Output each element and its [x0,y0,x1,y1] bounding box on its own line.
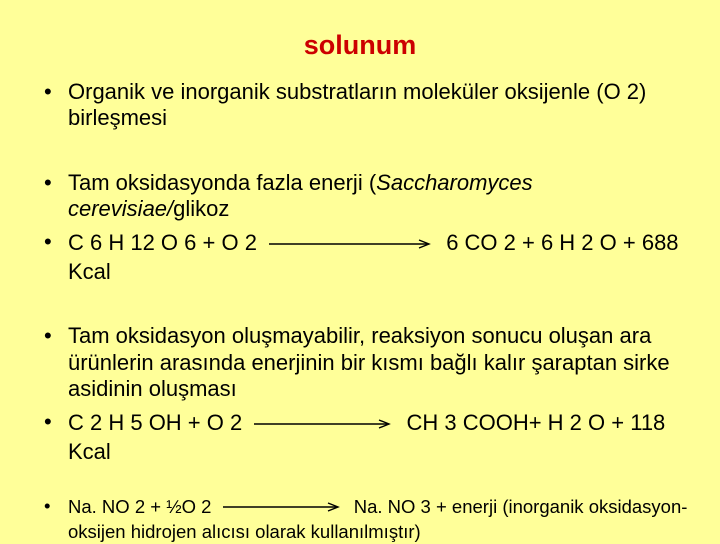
eq2-left: C 2 H 5 OH + O 2 [68,410,242,435]
bullet-6: Na. NO 2 + ½O 2 Na. NO 3 + enerji (inorg… [30,495,690,543]
page-title: solunum [30,30,690,61]
arrow-icon [254,409,394,435]
bullet-4-text: Tam oksidasyon oluşmayabilir, reaksiyon … [68,323,670,401]
eq1-left: C 6 H 12 O 6 + O 2 [68,230,257,255]
bullet-3: C 6 H 12 O 6 + O 2 6 CO 2 + 6 H 2 O + 68… [30,229,690,286]
bullet-4: Tam oksidasyon oluşmayabilir, reaksiyon … [30,323,690,402]
bullet-1: Organik ve inorganik substratların molek… [30,79,690,132]
arrow-icon [223,495,343,517]
bullet-5: C 2 H 5 OH + O 2 CH 3 COOH+ H 2 O + 118 … [30,409,690,466]
eq3-left: Na. NO 2 + ½O 2 [68,496,211,517]
bullet-list: Organik ve inorganik substratların molek… [30,79,690,544]
bullet-2: Tam oksidasyonda fazla enerji (Saccharom… [30,170,690,223]
arrow-icon [269,229,434,255]
bullet-2-a: Tam oksidasyonda fazla enerji ( [68,170,376,195]
bullet-1-text: Organik ve inorganik substratların molek… [68,79,646,130]
bullet-2-c: glikoz [173,196,229,221]
